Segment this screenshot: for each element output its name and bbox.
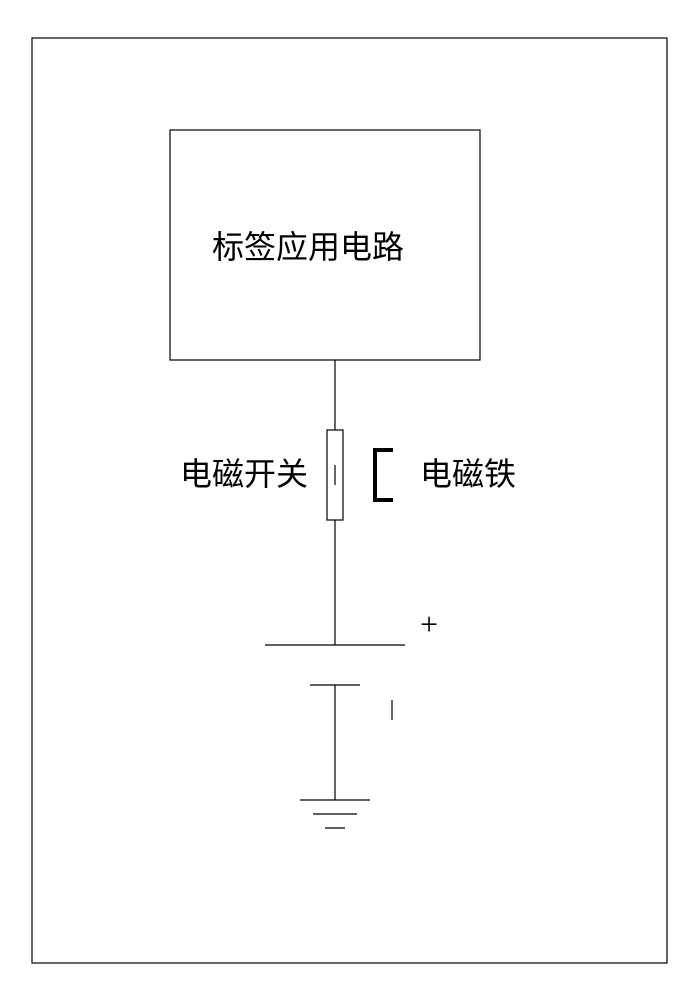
reed-switch-label: 电磁开关 bbox=[180, 456, 308, 492]
circuit-diagram: 标签应用电路电磁开关 电磁铁 + bbox=[0, 0, 699, 1000]
battery-plus: + bbox=[420, 606, 438, 642]
outer-frame bbox=[32, 38, 667, 963]
electromagnet-label: 电磁铁 bbox=[420, 456, 516, 492]
electromagnet-icon bbox=[375, 450, 393, 500]
circuit-box-label: 标签应用电路 bbox=[212, 229, 404, 265]
diagram-page: { "canvas": { "width": 699, "height": 10… bbox=[0, 0, 699, 1000]
